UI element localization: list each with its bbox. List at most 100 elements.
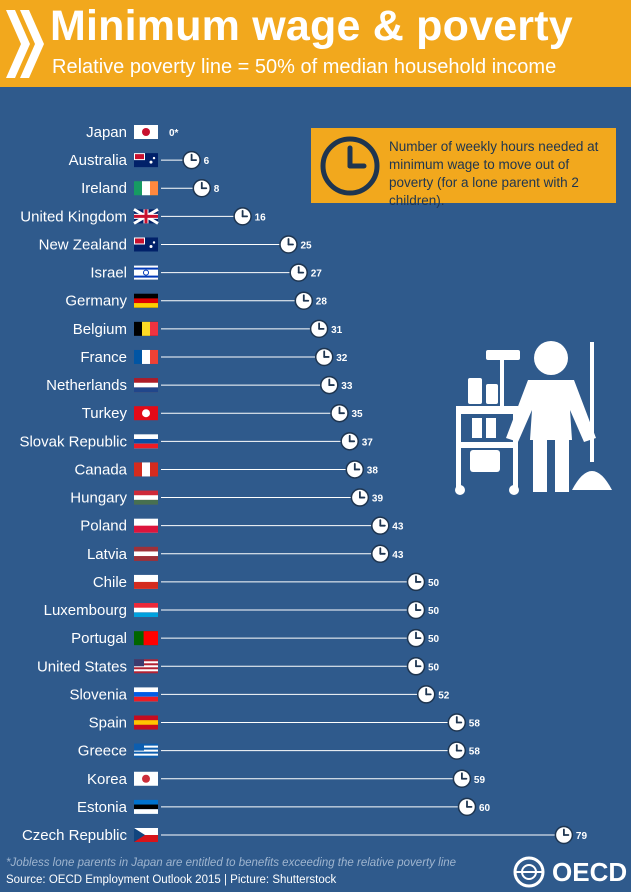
value-label: 32 xyxy=(336,353,348,364)
clock-marker xyxy=(192,178,212,198)
flag-icon xyxy=(134,462,158,477)
country-label: Latvia xyxy=(87,546,128,563)
chart-row: United States 50 xyxy=(37,657,440,676)
clock-marker xyxy=(406,600,426,620)
chart-row: Chile 50 xyxy=(93,572,440,592)
chart-row: Korea 59 xyxy=(87,769,485,789)
flag-icon xyxy=(134,687,158,702)
flag-icon xyxy=(134,378,158,393)
country-label: Portugal xyxy=(71,630,127,647)
clock-marker xyxy=(340,432,359,451)
value-label: 31 xyxy=(331,325,343,336)
chart-row: Portugal 50 xyxy=(71,628,440,648)
country-label: United States xyxy=(37,658,127,675)
value-label: 52 xyxy=(438,690,450,701)
value-label: 28 xyxy=(316,297,328,308)
flag-icon xyxy=(134,434,158,449)
country-label: Korea xyxy=(87,771,128,788)
cleaner-illustration xyxy=(455,341,612,495)
country-label: New Zealand xyxy=(39,236,127,253)
value-label: 43 xyxy=(392,550,404,561)
chart-row: Spain 58 xyxy=(89,713,480,732)
flag-icon xyxy=(134,293,158,308)
value-label: 33 xyxy=(341,381,353,392)
flag-icon xyxy=(134,828,158,842)
chart-row: Ireland 8 xyxy=(81,178,220,198)
chart-row: Greece 58 xyxy=(78,741,481,760)
flag-icon xyxy=(134,603,158,618)
clock-marker xyxy=(330,403,349,423)
clock-marker xyxy=(457,797,477,817)
chart-row: Germany 28 xyxy=(65,291,328,310)
flag-icon xyxy=(134,743,158,758)
country-label: France xyxy=(80,349,127,366)
clock-marker xyxy=(452,769,472,789)
chart-row: Israel 27 xyxy=(90,263,323,282)
flag-icon xyxy=(134,181,158,196)
clock-marker xyxy=(320,375,339,395)
value-label: 27 xyxy=(311,269,323,280)
flag-icon xyxy=(134,265,158,280)
chart-row: Netherlands 33 xyxy=(46,375,353,395)
value-label: 0* xyxy=(169,128,179,139)
chart-row: Slovak Republic 37 xyxy=(19,432,373,451)
legend-text: Number of weekly hours needed at minimum… xyxy=(389,139,599,208)
oecd-globe-icon xyxy=(513,856,545,888)
country-label: Canada xyxy=(74,461,127,478)
value-label: 38 xyxy=(367,465,379,476)
country-label: Estonia xyxy=(77,799,128,816)
source-line: Source: OECD Employment Outlook 2015 | P… xyxy=(6,874,337,886)
country-label: Turkey xyxy=(82,405,128,422)
clock-marker xyxy=(447,713,467,732)
country-label: Czech Republic xyxy=(22,827,128,844)
country-label: Germany xyxy=(65,293,127,310)
clock-marker xyxy=(289,263,308,282)
chart-row: Hungary 39 xyxy=(70,488,384,507)
clock-marker xyxy=(294,291,314,310)
flag-icon xyxy=(134,125,158,139)
flag-icon xyxy=(134,546,158,561)
chart-row: Canada 38 xyxy=(74,460,379,479)
chart-row: Czech Republic 79 xyxy=(22,825,587,845)
flag-icon xyxy=(134,518,158,533)
clock-marker xyxy=(447,741,467,760)
chart-row: United Kingdom 16 xyxy=(20,207,267,226)
flag-icon xyxy=(134,659,158,674)
value-label: 35 xyxy=(352,409,364,420)
country-label: Netherlands xyxy=(46,377,127,394)
chart-row: Luxembourg 50 xyxy=(44,600,440,620)
clock-marker xyxy=(233,207,252,226)
chart-row: New Zealand 25 xyxy=(39,235,312,254)
header-banner: Minimum wage & poverty Relative poverty … xyxy=(0,0,631,87)
legend-box: Number of weekly hours needed at minimum… xyxy=(311,128,616,208)
country-label: Chile xyxy=(93,574,127,591)
flag-icon xyxy=(134,574,158,589)
country-label: Australia xyxy=(69,152,128,169)
value-label: 58 xyxy=(469,747,481,758)
chart-row: France 32 xyxy=(80,347,348,367)
clock-marker xyxy=(406,628,426,648)
clock-marker xyxy=(371,516,390,535)
clock-marker xyxy=(345,460,365,479)
oecd-brand: OECD xyxy=(552,857,628,887)
clock-marker xyxy=(279,235,298,254)
footnote: *Jobless lone parents in Japan are entit… xyxy=(6,857,457,869)
country-label: Slovak Republic xyxy=(19,433,127,450)
value-label: 60 xyxy=(479,803,491,814)
value-label: 43 xyxy=(392,522,404,533)
page-subtitle: Relative poverty line = 50% of median ho… xyxy=(52,56,557,78)
chart-row: Turkey 35 xyxy=(82,403,364,423)
value-label: 50 xyxy=(428,578,440,589)
chart-row: Australia 6 xyxy=(69,150,210,170)
value-label: 6 xyxy=(204,156,210,167)
value-label: 50 xyxy=(428,634,440,645)
clock-marker xyxy=(371,544,390,564)
oecd-logo: OECD xyxy=(512,856,627,888)
country-label: Ireland xyxy=(81,180,127,197)
value-label: 16 xyxy=(255,212,267,223)
country-label: Poland xyxy=(80,518,127,535)
value-label: 39 xyxy=(372,494,384,505)
country-label: Belgium xyxy=(73,321,127,338)
value-label: 50 xyxy=(428,606,440,617)
